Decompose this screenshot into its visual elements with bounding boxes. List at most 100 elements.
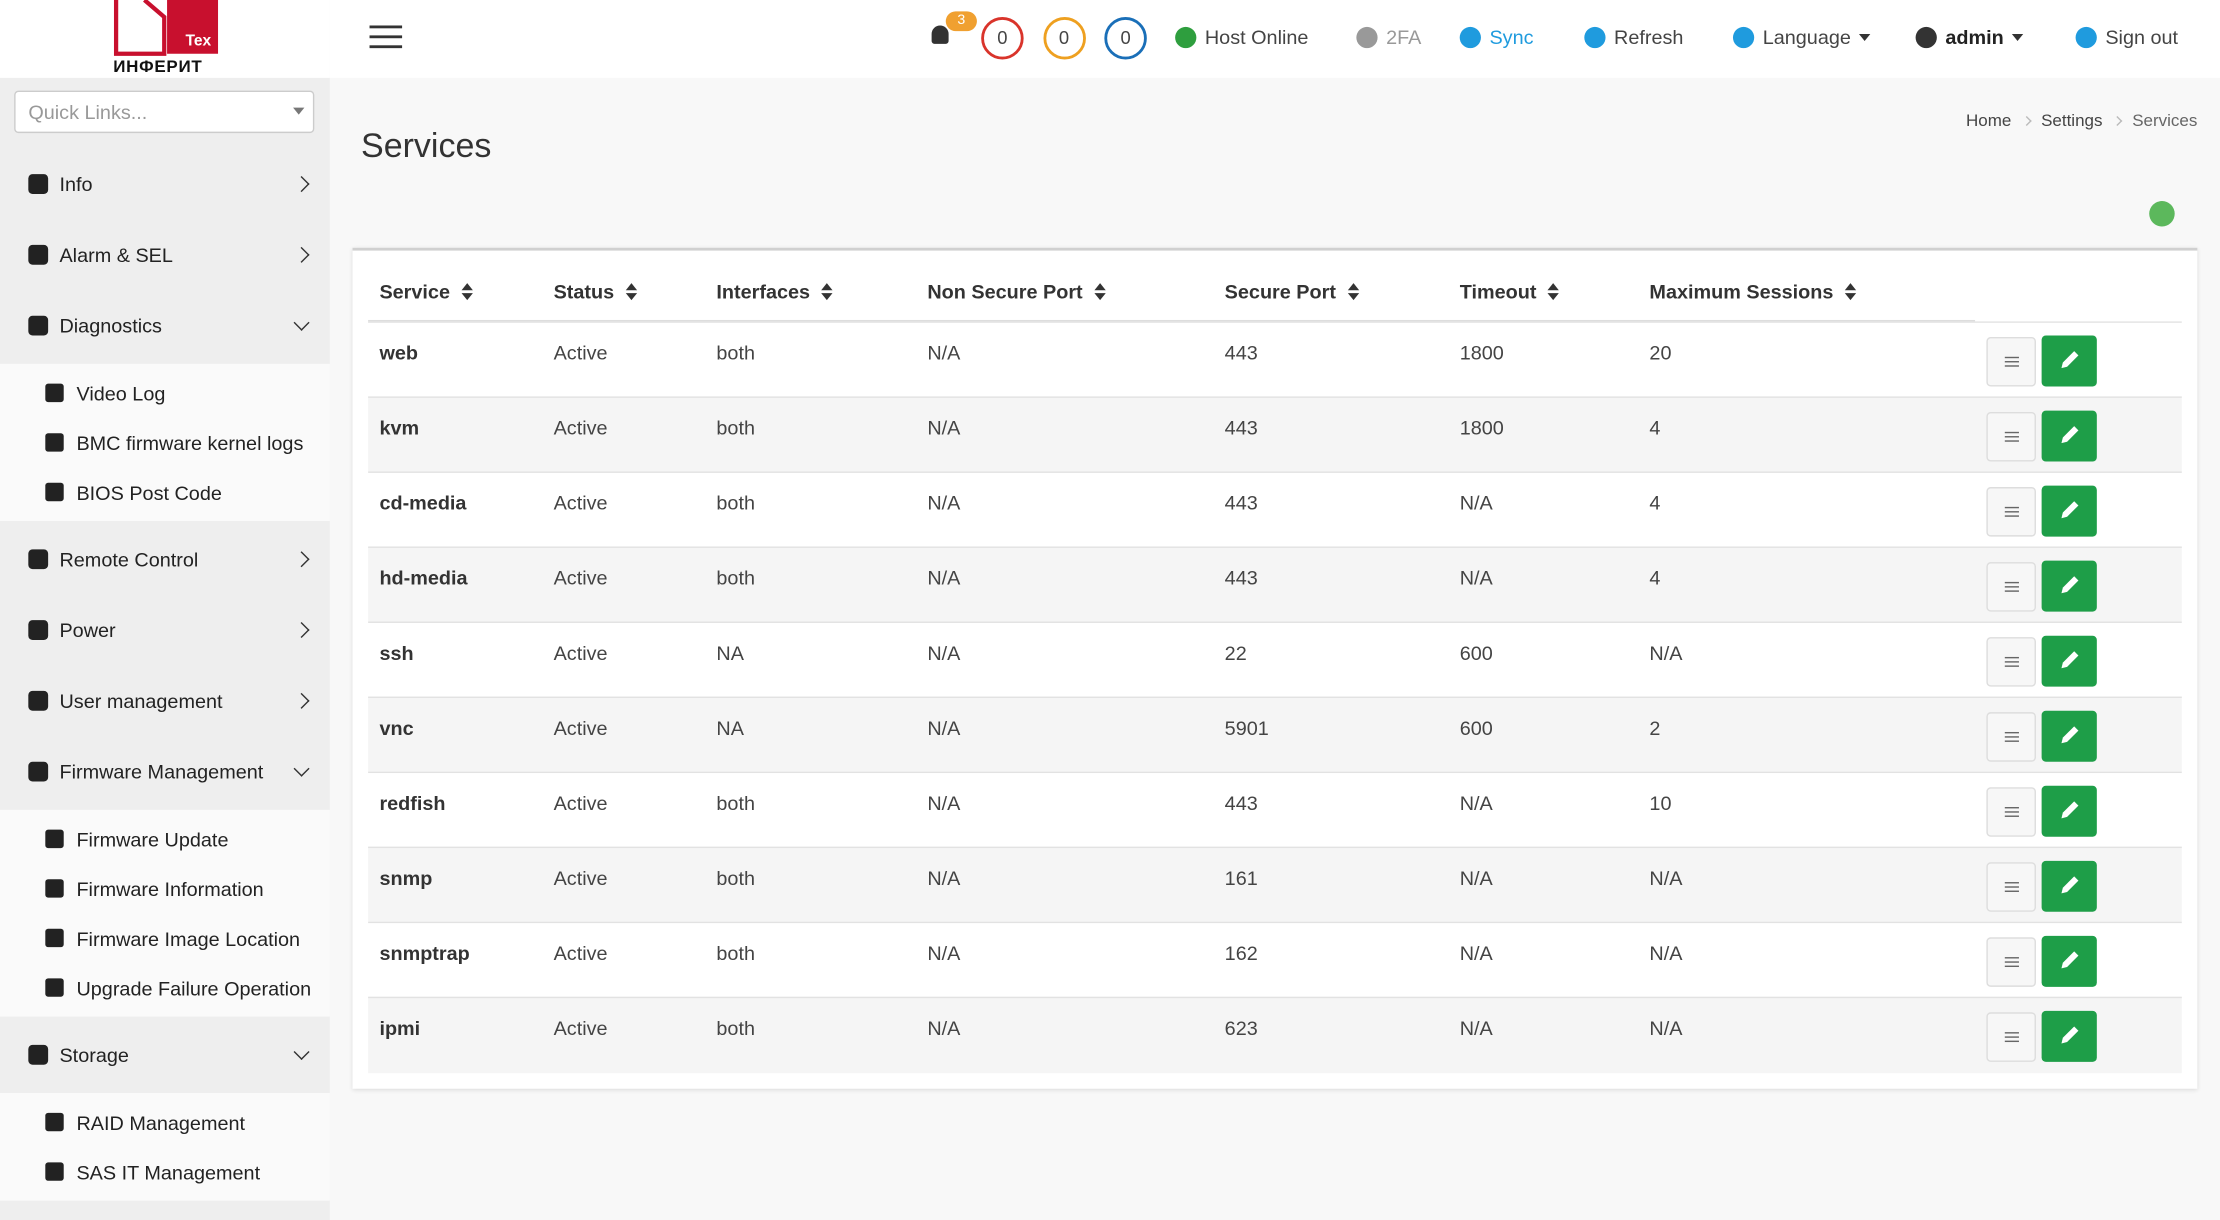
table-cell: cd-media xyxy=(379,491,467,514)
two-factor[interactable]: 2FA xyxy=(1356,25,1421,48)
submenu: Video Log BMC firmware kernel logs BIOS Po… xyxy=(0,363,330,522)
column-header[interactable]: Timeout xyxy=(1460,280,1560,303)
nav-icon xyxy=(28,174,49,194)
submenu-item[interactable]: Firmware Information xyxy=(0,864,330,914)
edit-button[interactable] xyxy=(2041,485,2097,537)
nav-label: Remote Control xyxy=(59,547,199,571)
column-header[interactable]: Secure Port xyxy=(1225,280,1359,303)
details-button[interactable] xyxy=(1986,562,2036,612)
host-status[interactable]: Host Online xyxy=(1175,25,1308,48)
nav-item[interactable]: Diagnostics xyxy=(0,290,330,361)
chevron xyxy=(293,622,310,639)
chevron xyxy=(293,760,310,777)
table-cell: snmp xyxy=(379,866,433,890)
column-header[interactable]: Interfaces xyxy=(716,280,833,303)
menu-toggle[interactable] xyxy=(369,25,403,49)
table-cell: N/A xyxy=(1649,641,1683,665)
edit-button[interactable] xyxy=(2041,335,2097,387)
column-title: Status xyxy=(553,280,615,303)
table-cell: both xyxy=(716,566,755,589)
table-cell: 623 xyxy=(1224,1016,1258,1040)
label: Sign out xyxy=(2105,25,2179,49)
details-button[interactable] xyxy=(1986,862,2036,912)
column-header[interactable]: Maximum Sessions xyxy=(1649,280,1857,303)
details-button[interactable] xyxy=(1986,787,2036,837)
details-button[interactable] xyxy=(1986,412,2036,462)
submenu-item[interactable]: BMC firmware kernel logs xyxy=(0,418,330,468)
nav-item[interactable]: Power xyxy=(0,595,330,666)
table-cell: N/A xyxy=(1459,941,1493,965)
details-button[interactable] xyxy=(1986,336,2036,387)
nav-item[interactable]: User management xyxy=(0,665,330,736)
column-header[interactable]: Service xyxy=(379,280,473,303)
submenu-item[interactable]: BIOS Post Code xyxy=(0,467,330,517)
button-line xyxy=(2004,1032,2019,1034)
table-cell: NA xyxy=(716,641,744,665)
details-button[interactable] xyxy=(1986,637,2036,687)
edit-button[interactable] xyxy=(2041,935,2097,987)
table-cell: N/A xyxy=(927,716,961,740)
table-cell: hd-media xyxy=(379,566,468,589)
details-button[interactable] xyxy=(1986,937,2036,987)
status-counter[interactable]: 0 xyxy=(1042,16,1086,60)
edit-button[interactable] xyxy=(2041,1010,2097,1062)
table-cell: N/A xyxy=(1459,866,1493,890)
details-button[interactable] xyxy=(1986,712,2036,762)
chevron xyxy=(293,314,310,331)
submenu-icon xyxy=(45,829,64,849)
table-cell: ipmi xyxy=(379,1016,421,1040)
icon xyxy=(1915,26,1937,48)
column-header[interactable]: Status xyxy=(554,280,637,303)
edit-button[interactable] xyxy=(2041,410,2097,462)
breadcrumb-item[interactable]: Home xyxy=(1966,110,2012,131)
quick-links[interactable]: Quick Links... xyxy=(14,90,315,134)
column-header[interactable]: Non Secure Port xyxy=(927,280,1106,303)
button-line xyxy=(2004,957,2019,959)
table-row: snmptrap Active both N/A 162 N/A N/A xyxy=(368,921,2182,999)
edit-button[interactable] xyxy=(2041,635,2097,687)
submenu-item[interactable]: Video Log xyxy=(0,368,330,418)
refresh-button[interactable]: Refresh xyxy=(1584,25,1683,48)
edit-button[interactable] xyxy=(2041,860,2097,912)
table-cell: ssh xyxy=(379,641,414,665)
table-cell: N/A xyxy=(1649,1016,1683,1040)
submenu-item[interactable]: Firmware Update xyxy=(0,814,330,864)
submenu-item[interactable]: RAID Management xyxy=(0,1097,330,1147)
button-line xyxy=(2004,736,2019,738)
language-menu[interactable]: Language xyxy=(1732,25,1871,48)
button-line xyxy=(2004,740,2019,742)
status-counter[interactable]: 0 xyxy=(1104,16,1147,60)
nav-item[interactable]: Alarm & SEL xyxy=(0,219,330,290)
status-counter[interactable]: 0 xyxy=(981,16,1024,60)
submenu-item[interactable]: Upgrade Failure Operation xyxy=(0,963,330,1013)
table-cell: Active xyxy=(553,566,608,589)
edit-button[interactable] xyxy=(2041,560,2097,612)
pencil-icon xyxy=(2061,351,2079,369)
submenu-item[interactable]: SAS IT Management xyxy=(0,1147,330,1197)
table-cell: 20 xyxy=(1649,341,1672,364)
nav-icon xyxy=(28,761,49,782)
nav-item[interactable]: Settings xyxy=(0,1203,330,1220)
nav-label: User management xyxy=(59,689,223,713)
button-line xyxy=(2004,436,2019,438)
nav-item[interactable]: Info xyxy=(0,149,330,220)
submenu-item[interactable]: Firmware Image Location xyxy=(0,913,330,963)
breadcrumb-item[interactable]: Settings xyxy=(2041,110,2103,131)
nav-label: Storage xyxy=(59,1043,129,1067)
sign-out[interactable]: Sign out xyxy=(2075,25,2179,49)
nav-item[interactable]: Remote Control xyxy=(0,524,330,595)
nav-item[interactable]: Storage xyxy=(0,1019,330,1090)
sync-button[interactable]: Sync xyxy=(1459,25,1534,48)
details-button[interactable] xyxy=(1986,487,2036,537)
button-line xyxy=(2004,365,2019,367)
help-icon[interactable] xyxy=(2149,201,2175,227)
nav-item[interactable]: Firmware Management xyxy=(0,736,330,807)
notifications[interactable] xyxy=(931,25,949,44)
edit-button[interactable] xyxy=(2041,785,2097,837)
details-button[interactable] xyxy=(1986,1012,2036,1062)
table-cell: 4 xyxy=(1649,566,1661,589)
user-menu[interactable]: admin xyxy=(1915,25,2024,48)
table-cell: N/A xyxy=(927,566,961,589)
chevron xyxy=(293,692,310,709)
edit-button[interactable] xyxy=(2041,710,2097,762)
